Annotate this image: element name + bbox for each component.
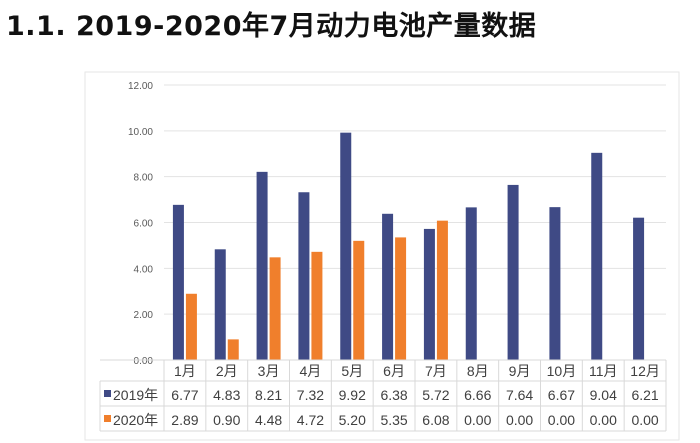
y-tick-label: 6.00 — [134, 219, 154, 230]
bar-2020年-4月 — [311, 251, 323, 360]
bar-2019年-4月 — [298, 192, 310, 360]
table-value: 0.00 — [464, 412, 491, 428]
table-value: 8.21 — [255, 387, 282, 403]
legend-label: 2020年 — [113, 412, 158, 428]
table-value: 6.08 — [422, 412, 449, 428]
bar-2019年-10月 — [549, 207, 561, 360]
y-tick-label: 8.00 — [134, 173, 154, 184]
bar-2020年-3月 — [269, 257, 281, 360]
table-value: 0.00 — [548, 412, 575, 428]
category-label: 4月 — [300, 363, 322, 379]
bar-2019年-6月 — [382, 213, 394, 360]
y-tick-label: 12.00 — [128, 81, 153, 92]
table-value: 6.21 — [631, 387, 658, 403]
table-value: 9.92 — [339, 387, 366, 403]
bar-2019年-8月 — [465, 207, 477, 360]
bar-2019年-5月 — [340, 132, 352, 360]
table-value: 5.35 — [380, 412, 407, 428]
category-label: 9月 — [509, 363, 531, 379]
category-label: 12月 — [630, 363, 660, 379]
bar-2020年-1月 — [185, 293, 197, 360]
bar-2019年-3月 — [256, 171, 268, 360]
table-value: 6.66 — [464, 387, 491, 403]
table-value: 2.89 — [171, 412, 198, 428]
table-value: 0.00 — [590, 412, 617, 428]
bar-2019年-9月 — [507, 184, 519, 360]
category-label: 5月 — [341, 363, 363, 379]
category-label: 7月 — [425, 363, 447, 379]
table-value: 5.20 — [339, 412, 366, 428]
category-label: 6月 — [383, 363, 405, 379]
table-value: 6.38 — [380, 387, 407, 403]
table-value: 5.72 — [422, 387, 449, 403]
table-value: 7.64 — [506, 387, 533, 403]
table-value: 7.32 — [297, 387, 324, 403]
legend-swatch-2019年 — [104, 390, 111, 397]
page-title: 1.1. 2019-2020年7月动力电池产量数据 — [6, 11, 537, 42]
y-tick-label: 10.00 — [128, 127, 153, 138]
table-value: 9.04 — [590, 387, 617, 403]
bar-2019年-1月 — [172, 204, 184, 360]
table-value: 4.72 — [297, 412, 324, 428]
y-tick-label: 2.00 — [134, 310, 154, 321]
category-label: 1月 — [174, 363, 196, 379]
category-label: 3月 — [258, 363, 280, 379]
table-value: 0.00 — [631, 412, 658, 428]
category-label: 2月 — [216, 363, 238, 379]
bar-2020年-7月 — [436, 220, 448, 360]
legend-label: 2019年 — [113, 387, 158, 403]
y-tick-label: 0.00 — [134, 356, 154, 367]
bar-2019年-12月 — [633, 217, 645, 360]
y-tick-label: 4.00 — [134, 264, 154, 275]
category-label: 11月 — [589, 363, 618, 379]
table-value: 0.00 — [506, 412, 533, 428]
category-label: 8月 — [467, 363, 489, 379]
bar-2020年-6月 — [395, 237, 407, 360]
chart-border — [84, 71, 680, 441]
bar-2019年-2月 — [214, 249, 226, 360]
table-value: 6.77 — [171, 387, 198, 403]
table-value: 0.90 — [213, 412, 240, 428]
legend-swatch-2020年 — [104, 415, 111, 422]
bar-2019年-7月 — [423, 228, 435, 360]
table-value: 4.83 — [213, 387, 240, 403]
table-value: 4.48 — [255, 412, 282, 428]
table-value: 6.67 — [548, 387, 575, 403]
bar-2020年-5月 — [353, 240, 365, 360]
bar-2019年-11月 — [591, 152, 603, 360]
category-label: 10月 — [547, 363, 577, 379]
bar-2020年-2月 — [227, 339, 239, 360]
